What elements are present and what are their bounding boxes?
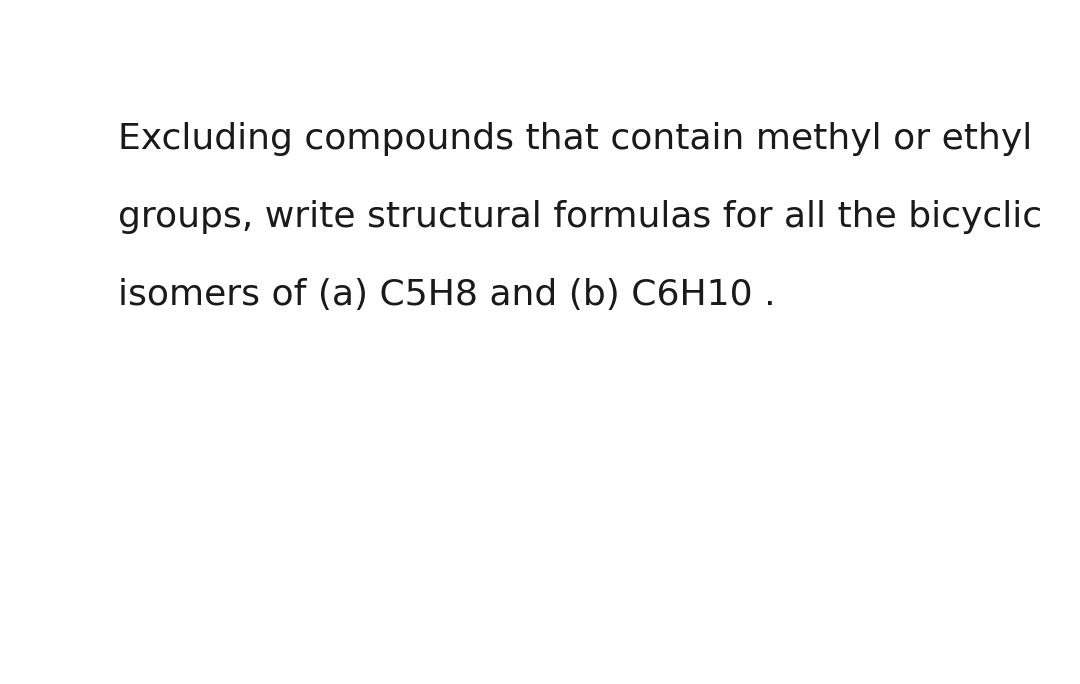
Text: groups, write structural formulas for all the bicyclic: groups, write structural formulas for al… — [118, 200, 1042, 234]
Text: Excluding compounds that contain methyl or ethyl: Excluding compounds that contain methyl … — [118, 122, 1032, 156]
Text: isomers of (a) C5H8 and (b) C6H10 .: isomers of (a) C5H8 and (b) C6H10 . — [118, 278, 775, 312]
